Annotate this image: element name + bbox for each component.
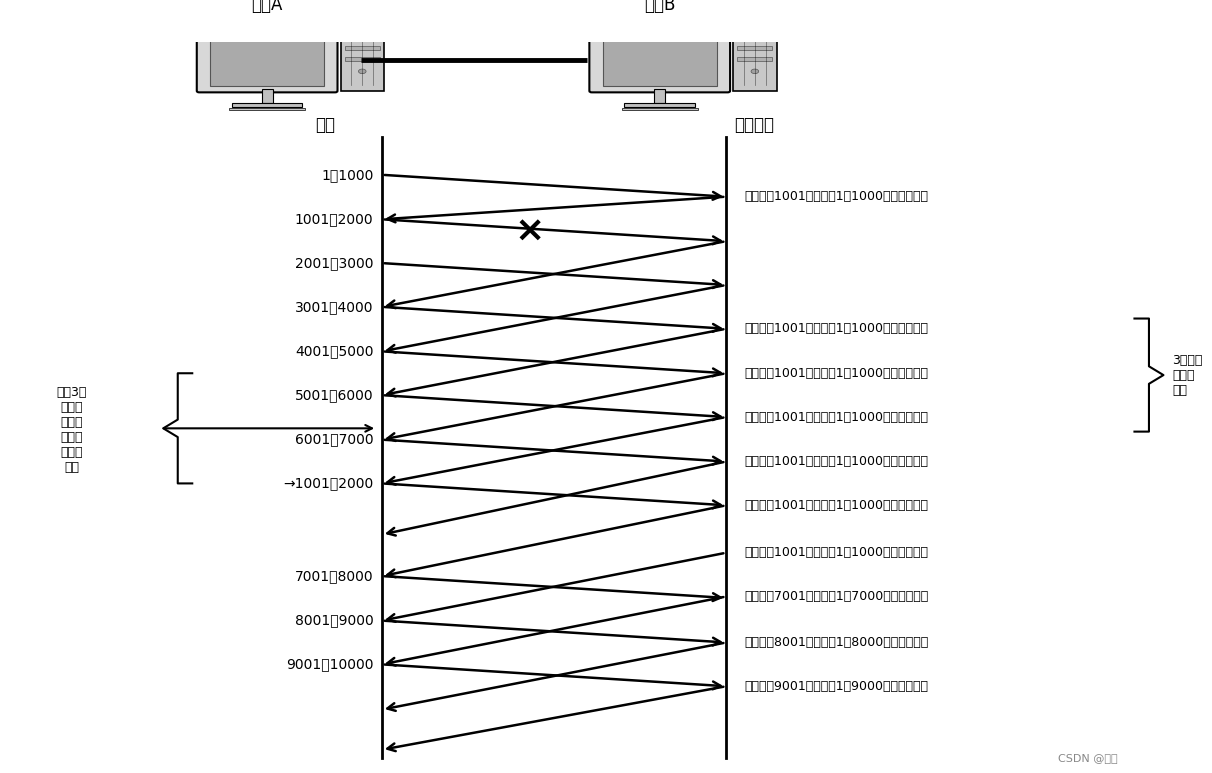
Text: 下一个是1001（已接收1～1000字节的数据）: 下一个是1001（已接收1～1000字节的数据）: [744, 190, 928, 203]
Bar: [231, 103, 303, 107]
Text: →1001～2000: →1001～2000: [284, 476, 373, 490]
Text: 8001～9000: 8001～9000: [295, 614, 373, 628]
Text: 2001～3000: 2001～3000: [295, 256, 373, 270]
Text: 下一个是1001（已接收1～1000字节的数据）: 下一个是1001（已接收1～1000字节的数据）: [744, 547, 928, 559]
Circle shape: [751, 69, 759, 73]
Text: 5001～6000: 5001～6000: [295, 388, 373, 402]
Text: 收到3个
同样的
确认应
答时则
进行重
发。: 收到3个 同样的 确认应 答时则 进行重 发。: [56, 386, 86, 474]
Text: CSDN @汉沟: CSDN @汉沟: [1058, 753, 1117, 763]
Bar: [262, 90, 273, 103]
Bar: [624, 103, 694, 107]
Bar: [737, 57, 772, 61]
Text: 下一个是8001（已接收1～8000字节的数据）: 下一个是8001（已接收1～8000字节的数据）: [744, 636, 928, 649]
FancyBboxPatch shape: [733, 35, 777, 91]
FancyBboxPatch shape: [602, 39, 716, 87]
FancyBboxPatch shape: [196, 33, 337, 92]
FancyBboxPatch shape: [589, 33, 730, 92]
Circle shape: [359, 69, 366, 73]
Text: 3001～4000: 3001～4000: [295, 300, 373, 314]
Text: 下一个是1001（已接收1～1000字节的数据）: 下一个是1001（已接收1～1000字节的数据）: [744, 366, 928, 380]
Text: 1～1000: 1～1000: [321, 168, 373, 182]
Text: ×: ×: [514, 213, 544, 247]
Bar: [345, 57, 379, 61]
Text: 下一个是1001（已接收1～1000字节的数据）: 下一个是1001（已接收1～1000字节的数据）: [744, 499, 928, 512]
Text: 确认应答: 确认应答: [734, 116, 774, 135]
Text: 数据: 数据: [315, 116, 336, 135]
FancyBboxPatch shape: [341, 35, 384, 91]
Bar: [345, 46, 379, 50]
Text: 下一个是1001（已接收1～1000字节的数据）: 下一个是1001（已接收1～1000字节的数据）: [744, 322, 928, 335]
Text: 4001～5000: 4001～5000: [295, 344, 373, 359]
Bar: [229, 108, 305, 111]
Text: 主机B: 主机B: [644, 0, 675, 14]
Text: 下一个是1001（已接收1～1000字节的数据）: 下一个是1001（已接收1～1000字节的数据）: [744, 410, 928, 424]
Text: 6001～7000: 6001～7000: [295, 433, 373, 447]
Text: 下一个是1001（已接收1～1000字节的数据）: 下一个是1001（已接收1～1000字节的数据）: [744, 455, 928, 468]
Bar: [654, 90, 665, 103]
Text: 下一个是9001（已接收1～9000字节的数据）: 下一个是9001（已接收1～9000字节的数据）: [744, 679, 928, 693]
Bar: [737, 46, 772, 50]
Text: 3次重复
的确认
应答: 3次重复 的确认 应答: [1172, 353, 1202, 397]
Bar: [622, 108, 698, 111]
Text: 主机A: 主机A: [251, 0, 282, 14]
Text: 9001～10000: 9001～10000: [286, 657, 373, 672]
FancyBboxPatch shape: [210, 39, 325, 87]
Text: 下一个是7001（已接收1～7000字节的数据）: 下一个是7001（已接收1～7000字节的数据）: [744, 590, 928, 603]
Text: 1001～2000: 1001～2000: [295, 213, 373, 226]
Text: 7001～8000: 7001～8000: [295, 569, 373, 583]
